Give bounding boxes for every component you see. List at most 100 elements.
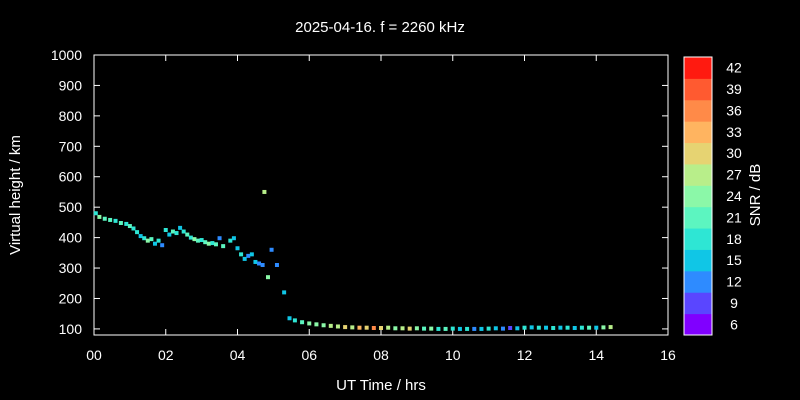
data-point [127, 224, 132, 229]
data-point [231, 236, 236, 241]
data-point [178, 225, 183, 230]
data-point [379, 326, 383, 330]
data-point [221, 244, 226, 249]
y-tick-label: 900 [59, 77, 83, 93]
data-point [142, 236, 147, 241]
data-point [565, 325, 570, 330]
data-point [108, 217, 113, 222]
data-point [450, 326, 455, 331]
x-tick-label: 14 [588, 347, 604, 363]
colorbar: 6 9 12 15 18 21 24 27 30 33 36 39 42 [683, 56, 742, 336]
data-point [472, 326, 477, 331]
data-point [350, 325, 355, 330]
data-point [400, 326, 405, 331]
data-point [192, 237, 197, 242]
data-point [551, 326, 556, 330]
colorbar-tick-label: 9 [730, 295, 738, 311]
data-point [287, 316, 292, 321]
y-tick-label: 400 [59, 230, 83, 246]
data-point [156, 238, 161, 243]
data-point [239, 252, 244, 257]
x-tick-label: 06 [301, 347, 317, 363]
data-point [274, 263, 279, 267]
x-tick-label: 08 [373, 347, 389, 363]
data-point [364, 325, 369, 330]
colorbar-label: SNR / dB [747, 164, 764, 227]
x-axis-label: UT Time / hrs [336, 377, 426, 394]
x-tick-label: 12 [517, 347, 533, 363]
data-point [457, 326, 462, 331]
x-tick-label: 04 [230, 347, 246, 363]
colorbar-segment [684, 163, 712, 186]
colorbar-tick-label: 12 [726, 274, 742, 290]
y-axis: 100 200 300 400 500 600 700 800 900 1000 [51, 47, 668, 337]
data-point [152, 241, 157, 246]
data-point [203, 240, 208, 245]
colorbar-segment [684, 206, 712, 229]
y-tick-label: 700 [59, 138, 83, 154]
data-point [235, 246, 240, 251]
data-point [307, 321, 312, 326]
data-point [262, 189, 267, 194]
colorbar-segment [684, 228, 712, 250]
data-point [249, 252, 254, 257]
data-point [414, 326, 419, 331]
data-point [145, 238, 150, 243]
x-tick-label: 16 [660, 347, 676, 363]
data-point [93, 211, 98, 216]
chart-title: 2025-04-16. f = 2260 kHz [295, 19, 465, 36]
colorbar-tick-label: 36 [726, 102, 742, 118]
y-tick-label: 100 [59, 321, 83, 337]
data-point [544, 325, 549, 330]
colorbar-tick-label: 21 [726, 209, 742, 225]
colorbar-tick-label: 18 [726, 231, 742, 247]
data-point [529, 325, 534, 330]
data-point [102, 216, 107, 221]
data-point [217, 236, 222, 241]
data-point [314, 322, 319, 327]
data-point [443, 326, 448, 331]
data-point [357, 325, 362, 330]
y-tick-label: 1000 [51, 47, 82, 63]
data-point [500, 326, 505, 331]
data-point [343, 325, 348, 330]
data-point [199, 238, 204, 243]
data-point [587, 325, 592, 330]
data-point [572, 326, 577, 330]
colorbar-segment [684, 142, 712, 165]
x-tick-label: 02 [158, 347, 174, 363]
data-point [371, 326, 376, 330]
data-point [138, 234, 143, 239]
colorbar-segment [684, 313, 712, 336]
colorbar-segment [684, 185, 712, 208]
colorbar-tick-label: 30 [726, 145, 742, 161]
data-point [210, 241, 215, 246]
data-point [160, 243, 165, 248]
data-point [131, 226, 136, 231]
data-point [196, 238, 201, 243]
data-point [149, 237, 154, 242]
data-point [522, 325, 527, 330]
data-point [282, 290, 287, 295]
data-point [393, 326, 398, 331]
y-tick-label: 600 [59, 169, 83, 185]
data-point [508, 326, 513, 330]
data-point [118, 221, 123, 225]
data-point [269, 247, 274, 252]
data-point [579, 325, 584, 330]
data-point [479, 326, 484, 331]
data-point [253, 259, 258, 264]
colorbar-tick-label: 24 [726, 188, 742, 204]
data-point [124, 221, 129, 226]
y-tick-label: 300 [59, 260, 83, 276]
data-points [93, 189, 613, 331]
data-point [246, 253, 251, 258]
data-point [188, 235, 193, 240]
x-axis: 00 02 04 06 08 10 12 14 16 [86, 55, 676, 363]
data-point [493, 326, 498, 331]
data-point [170, 229, 175, 234]
colorbar-segment [684, 78, 712, 101]
data-point [206, 241, 211, 246]
data-point [608, 325, 613, 330]
